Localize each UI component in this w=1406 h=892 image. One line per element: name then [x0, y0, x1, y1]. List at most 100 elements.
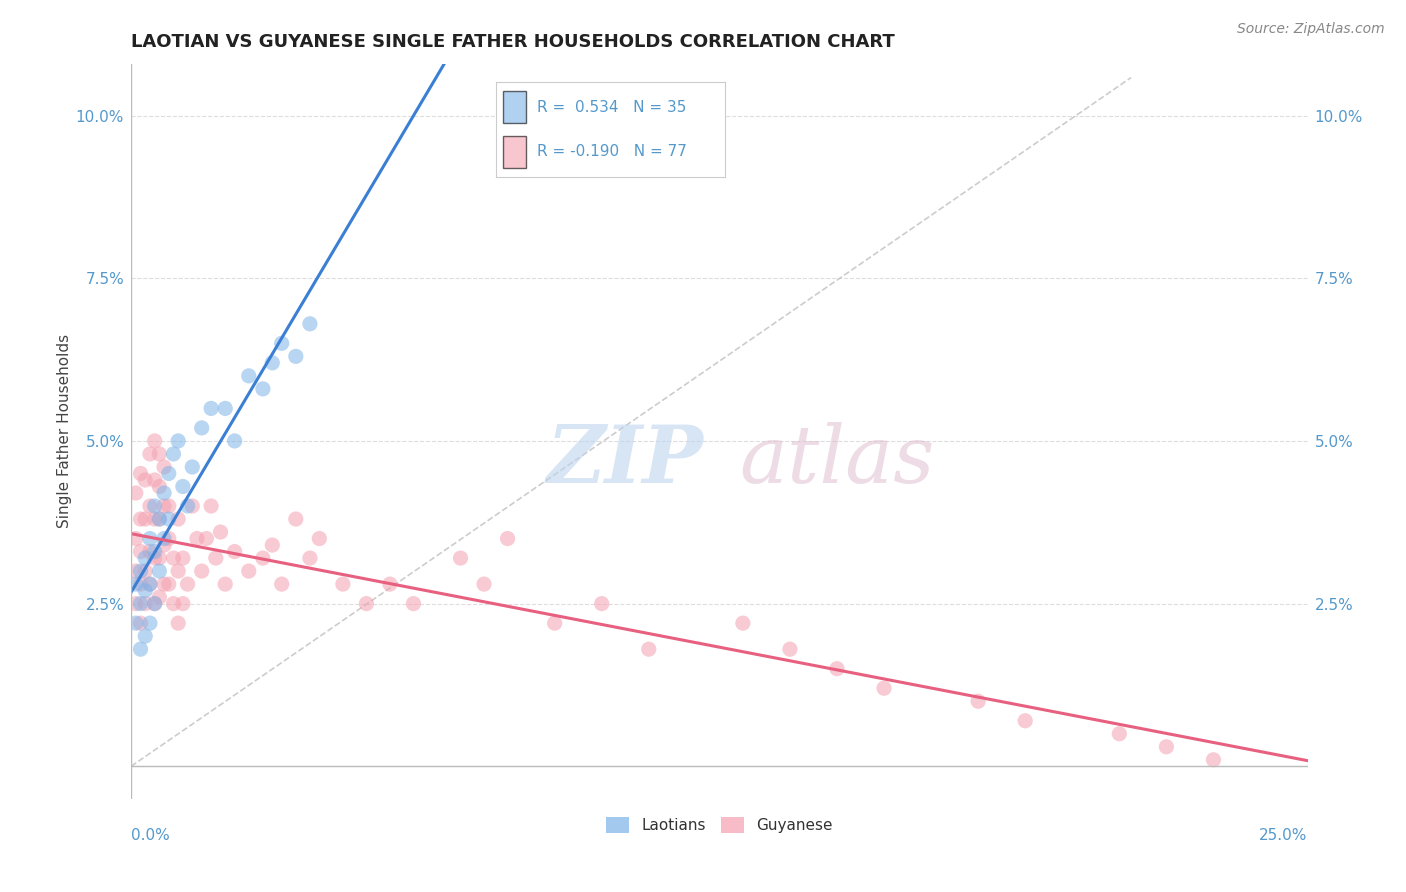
Point [176, 577, 198, 591]
Point [284, 349, 307, 363]
Legend: Laotians, Guyanese: Laotians, Guyanese [600, 811, 839, 839]
Point [125, 616, 148, 631]
Point [779, 642, 801, 657]
Point [148, 512, 170, 526]
Point [200, 401, 222, 416]
Point [356, 597, 378, 611]
Point [148, 447, 170, 461]
Point [153, 460, 176, 475]
Point [134, 512, 156, 526]
Text: atlas: atlas [740, 422, 935, 500]
Point [148, 479, 170, 493]
Point [153, 577, 176, 591]
Point [298, 551, 321, 566]
Point [125, 532, 148, 546]
Text: 0.0%: 0.0% [131, 829, 170, 843]
Point [157, 467, 180, 481]
Point [139, 577, 162, 591]
Text: ZIP: ZIP [547, 422, 703, 500]
Point [190, 564, 212, 578]
Point [238, 564, 260, 578]
Point [139, 532, 162, 546]
Point [129, 467, 152, 481]
Point [129, 616, 152, 631]
Point [125, 577, 148, 591]
Point [378, 577, 401, 591]
Point [543, 616, 565, 631]
Point [308, 532, 330, 546]
Point [731, 616, 754, 631]
Point [162, 597, 184, 611]
Point [167, 616, 190, 631]
Point [143, 551, 166, 566]
Point [129, 577, 152, 591]
Point [139, 499, 162, 513]
Point [200, 499, 222, 513]
Point [143, 544, 166, 558]
Point [134, 629, 156, 643]
Point [591, 597, 613, 611]
Point [143, 597, 166, 611]
Point [134, 583, 156, 598]
Point [214, 577, 236, 591]
Point [270, 577, 292, 591]
Point [134, 597, 156, 611]
Point [139, 544, 162, 558]
Point [172, 551, 194, 566]
Point [190, 421, 212, 435]
Text: LAOTIAN VS GUYANESE SINGLE FATHER HOUSEHOLDS CORRELATION CHART: LAOTIAN VS GUYANESE SINGLE FATHER HOUSEH… [131, 33, 894, 51]
Point [129, 512, 152, 526]
Point [252, 551, 274, 566]
Point [332, 577, 354, 591]
Point [129, 564, 152, 578]
Point [129, 642, 152, 657]
Point [134, 473, 156, 487]
Point [157, 499, 180, 513]
Point [139, 616, 162, 631]
Point [167, 512, 190, 526]
Point [143, 512, 166, 526]
Point [172, 479, 194, 493]
Point [181, 499, 204, 513]
Y-axis label: Single Father Households: Single Father Households [58, 334, 72, 528]
Point [157, 577, 180, 591]
Point [148, 551, 170, 566]
Point [143, 499, 166, 513]
Point [284, 512, 307, 526]
Point [153, 538, 176, 552]
Point [153, 499, 176, 513]
Point [238, 368, 260, 383]
Point [167, 564, 190, 578]
Point [873, 681, 896, 696]
Point [262, 538, 284, 552]
Point [496, 532, 519, 546]
Point [162, 447, 184, 461]
Point [153, 486, 176, 500]
Point [139, 447, 162, 461]
Point [298, 317, 321, 331]
Point [1156, 739, 1178, 754]
Point [167, 434, 190, 448]
Point [162, 551, 184, 566]
Point [472, 577, 495, 591]
Point [172, 597, 194, 611]
Point [157, 532, 180, 546]
Point [224, 434, 246, 448]
Point [186, 532, 208, 546]
Point [143, 473, 166, 487]
Point [139, 577, 162, 591]
Point [262, 356, 284, 370]
Point [825, 662, 848, 676]
Point [129, 597, 152, 611]
Point [214, 401, 236, 416]
Point [143, 434, 166, 448]
Point [125, 597, 148, 611]
Point [209, 524, 232, 539]
Text: Source: ZipAtlas.com: Source: ZipAtlas.com [1237, 22, 1385, 37]
Point [181, 460, 204, 475]
Point [125, 486, 148, 500]
Point [195, 532, 218, 546]
Text: 25.0%: 25.0% [1260, 829, 1308, 843]
Point [134, 551, 156, 566]
Point [148, 590, 170, 604]
